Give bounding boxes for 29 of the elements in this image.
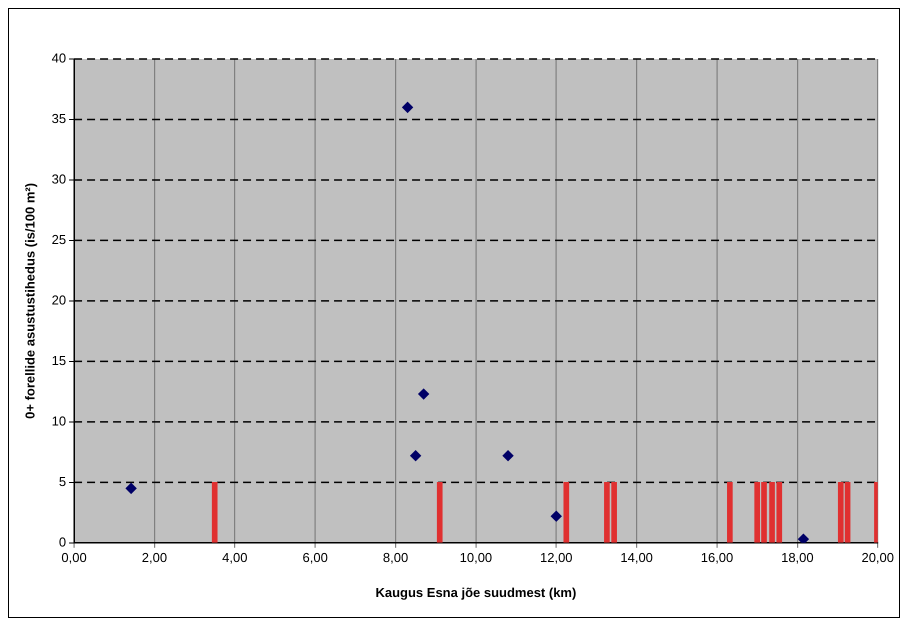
x-tick-label: 16,00 <box>700 550 734 566</box>
x-tick-label: 2,00 <box>142 550 168 566</box>
y-tick-label: 30 <box>52 172 66 187</box>
x-axis-title: Kaugus Esna jõe suudmest (km) <box>375 584 576 600</box>
x-tick-label: 20,00 <box>861 550 894 566</box>
x-tick-label: 14,00 <box>620 550 653 566</box>
x-tick-label: 12,00 <box>540 550 573 566</box>
x-tick-label: 8,00 <box>382 550 408 566</box>
y-tick-label: 35 <box>52 111 66 126</box>
y-tick-label: 20 <box>52 292 66 308</box>
point <box>126 482 137 494</box>
x-tick-label: 4,00 <box>222 550 248 566</box>
x-tick-label: 18,00 <box>781 550 814 566</box>
point <box>418 388 430 400</box>
y-tick-label: 25 <box>52 232 66 248</box>
x-tick-label: 10,00 <box>460 550 492 566</box>
point <box>550 510 562 522</box>
y-tick-label: 5 <box>58 474 66 489</box>
y-tick-label: 0 <box>58 534 66 550</box>
point <box>402 102 414 113</box>
point <box>410 450 422 462</box>
y-axis-title: 0+ forellide asustustihedus (is/100 m²) <box>22 182 38 419</box>
x-tick-label: 0,00 <box>61 550 87 566</box>
x-tick-label: 6,00 <box>302 550 328 566</box>
point <box>502 450 514 462</box>
y-tick-label: 40 <box>52 50 66 66</box>
y-tick-label: 10 <box>52 413 66 428</box>
y-tick-label: 15 <box>52 352 66 368</box>
point <box>798 534 809 543</box>
